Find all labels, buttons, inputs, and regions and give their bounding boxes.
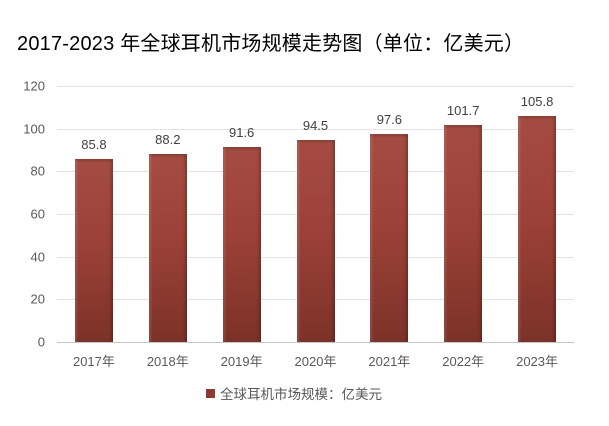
x-tick-label-2017年: 2017年 xyxy=(72,354,115,369)
value-label-2023年: 105.8 xyxy=(520,94,554,110)
y-tick-label-100: 100 xyxy=(23,121,45,137)
bar-2023年 xyxy=(518,116,557,342)
x-tick-label-2020年: 2020年 xyxy=(294,354,337,369)
value-label-2021年: 97.6 xyxy=(376,111,402,127)
legend: 全球耳机市场规模：亿美元 xyxy=(206,383,382,403)
y-tick-label-20: 20 xyxy=(30,291,45,307)
value-label-2019年: 91.6 xyxy=(228,124,255,140)
value-label-2017年: 85.8 xyxy=(81,136,107,152)
gridline-100 xyxy=(57,128,574,130)
y-tick-label-0: 0 xyxy=(37,334,45,350)
chart-title: 2017-2023 年全球耳机市场规模走势图（单位：亿美元） xyxy=(17,33,525,55)
y-tick-label-40: 40 xyxy=(30,249,45,265)
x-tick-label-2023年: 2023年 xyxy=(516,354,559,369)
legend-label: 全球耳机市场规模：亿美元 xyxy=(220,387,382,402)
y-tick-label-80: 80 xyxy=(30,163,45,179)
legend-marker-icon xyxy=(206,388,215,398)
bar-2018年 xyxy=(148,153,187,342)
value-label-2020年: 94.5 xyxy=(302,118,329,134)
bar-2019年 xyxy=(222,146,261,342)
bar-2021年 xyxy=(370,133,409,342)
value-label-2022年: 101.7 xyxy=(446,103,480,119)
gridline-120 xyxy=(57,86,574,87)
value-label-2018年: 88.2 xyxy=(155,131,181,147)
bar-2022年 xyxy=(444,125,483,342)
y-tick-label-60: 60 xyxy=(30,206,45,222)
x-tick-label-2019年: 2019年 xyxy=(220,354,263,369)
x-axis-line xyxy=(57,342,574,343)
bar-2017年 xyxy=(74,158,113,342)
bar-2020年 xyxy=(296,140,335,342)
x-tick-label-2021年: 2021年 xyxy=(368,354,411,369)
x-tick-label-2018年: 2018年 xyxy=(146,354,189,369)
plot-area: 0 20 40 60 80 100 120 85.8 2017年 88.2 2018年 91.6 201… xyxy=(23,79,574,369)
x-tick-label-2022年: 2022年 xyxy=(442,354,485,369)
y-tick-label-120: 120 xyxy=(23,78,45,94)
